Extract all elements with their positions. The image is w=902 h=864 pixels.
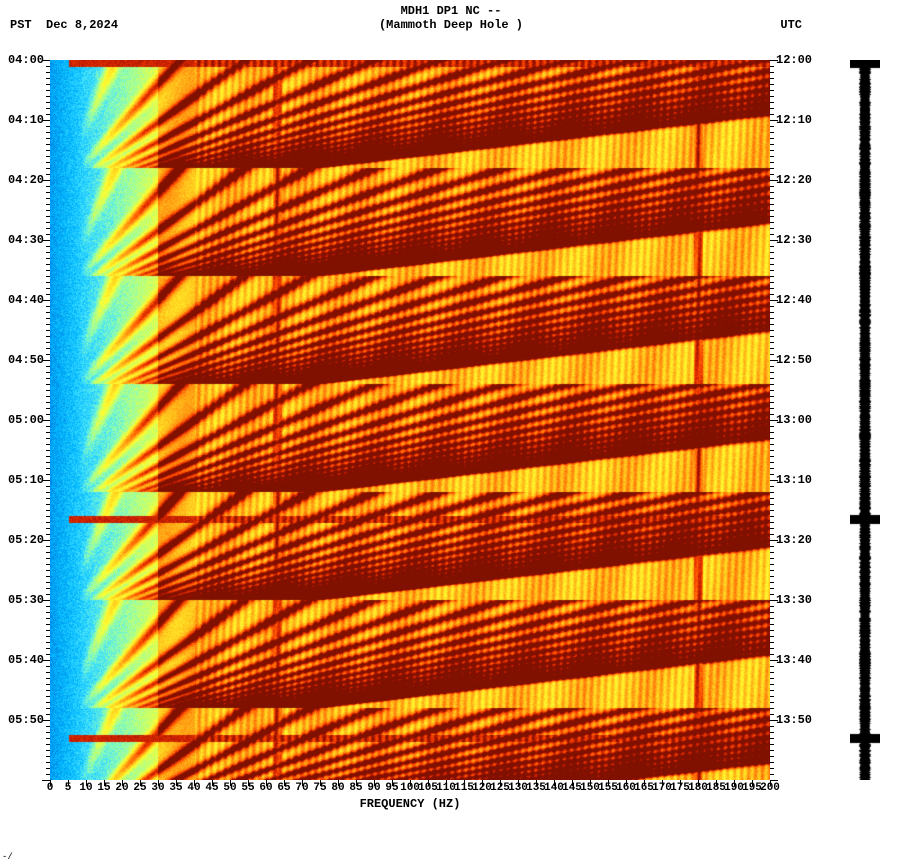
x-tick-label: 20 <box>115 782 128 794</box>
x-tick-label: 30 <box>151 782 164 794</box>
x-tick-label: 15 <box>97 782 110 794</box>
x-tick-label: 200 <box>760 782 780 794</box>
x-tick-label: 110 <box>436 782 456 794</box>
x-axis-title: FREQUENCY (HZ) <box>50 797 770 811</box>
x-tick-label: 25 <box>133 782 146 794</box>
x-tick-label: 125 <box>490 782 510 794</box>
x-tick-label: 115 <box>454 782 474 794</box>
x-tick-label: 45 <box>205 782 218 794</box>
x-tick-label: 55 <box>241 782 254 794</box>
x-tick-label: 5 <box>65 782 72 794</box>
x-tick-label: 165 <box>634 782 654 794</box>
x-tick-label: 120 <box>472 782 492 794</box>
left-tz-label: PST <box>10 18 32 32</box>
x-tick-label: 0 <box>47 782 54 794</box>
title-line-1: MDH1 DP1 NC -- <box>0 4 902 18</box>
y-tick-label: 13:00 <box>776 413 820 427</box>
x-axis: 0510152025303540455055606570758085909510… <box>50 782 770 796</box>
x-tick-label: 40 <box>187 782 200 794</box>
y-tick-label: 13:10 <box>776 473 820 487</box>
x-tick-label: 170 <box>652 782 672 794</box>
y-tick-label: 05:20 <box>0 533 44 547</box>
title-line-2: (Mammoth Deep Hole ) <box>0 18 902 32</box>
y-tick-label: 04:20 <box>0 173 44 187</box>
x-tick-label: 75 <box>313 782 326 794</box>
y-axis-left: 04:0004:1004:2004:3004:4004:5005:0005:10… <box>0 60 50 780</box>
y-tick-label: 04:40 <box>0 293 44 307</box>
x-tick-label: 95 <box>385 782 398 794</box>
y-tick-label: 05:30 <box>0 593 44 607</box>
footer-mark: -/ <box>2 852 13 862</box>
x-tick-label: 150 <box>580 782 600 794</box>
x-tick-label: 180 <box>688 782 708 794</box>
y-tick-label: 13:20 <box>776 533 820 547</box>
x-tick-label: 60 <box>259 782 272 794</box>
x-tick-label: 145 <box>562 782 582 794</box>
y-axis-right: 12:0012:1012:2012:3012:4012:5013:0013:10… <box>770 60 820 780</box>
header-left: PST Dec 8,2024 <box>10 18 118 32</box>
x-tick-label: 130 <box>508 782 528 794</box>
y-tick-label: 05:10 <box>0 473 44 487</box>
x-tick-label: 100 <box>400 782 420 794</box>
y-tick-label: 12:20 <box>776 173 820 187</box>
x-tick-label: 85 <box>349 782 362 794</box>
y-tick-label: 12:00 <box>776 53 820 67</box>
y-tick-label: 12:30 <box>776 233 820 247</box>
y-tick-label: 04:00 <box>0 53 44 67</box>
date-label: Dec 8,2024 <box>46 18 118 32</box>
x-tick-label: 65 <box>277 782 290 794</box>
amplitude-canvas <box>850 60 880 780</box>
y-tick-label: 13:50 <box>776 713 820 727</box>
y-tick-label: 04:50 <box>0 353 44 367</box>
x-tick-label: 50 <box>223 782 236 794</box>
y-tick-label: 13:30 <box>776 593 820 607</box>
x-tick-label: 70 <box>295 782 308 794</box>
y-tick-label: 12:10 <box>776 113 820 127</box>
spectrogram-canvas <box>50 60 770 780</box>
x-tick-label: 175 <box>670 782 690 794</box>
x-tick-label: 160 <box>616 782 636 794</box>
x-tick-label: 10 <box>79 782 92 794</box>
x-tick-label: 35 <box>169 782 182 794</box>
y-tick-label: 05:40 <box>0 653 44 667</box>
x-tick-label: 80 <box>331 782 344 794</box>
y-tick-label: 12:40 <box>776 293 820 307</box>
y-tick-label: 04:10 <box>0 113 44 127</box>
spectrogram-plot <box>50 60 770 780</box>
header-right: UTC <box>780 18 802 32</box>
y-tick-label: 13:40 <box>776 653 820 667</box>
x-tick-label: 155 <box>598 782 618 794</box>
x-tick-label: 190 <box>724 782 744 794</box>
x-tick-label: 135 <box>526 782 546 794</box>
x-tick-label: 90 <box>367 782 380 794</box>
amplitude-strip <box>850 60 880 780</box>
y-tick-label: 12:50 <box>776 353 820 367</box>
y-tick-label: 04:30 <box>0 233 44 247</box>
y-tick-label: 05:50 <box>0 713 44 727</box>
x-tick-label: 140 <box>544 782 564 794</box>
y-tick-label: 05:00 <box>0 413 44 427</box>
x-tick-label: 195 <box>742 782 762 794</box>
x-tick-label: 105 <box>418 782 438 794</box>
x-tick-label: 185 <box>706 782 726 794</box>
chart-title-block: MDH1 DP1 NC -- (Mammoth Deep Hole ) <box>0 4 902 32</box>
right-tz-label: UTC <box>780 18 802 32</box>
